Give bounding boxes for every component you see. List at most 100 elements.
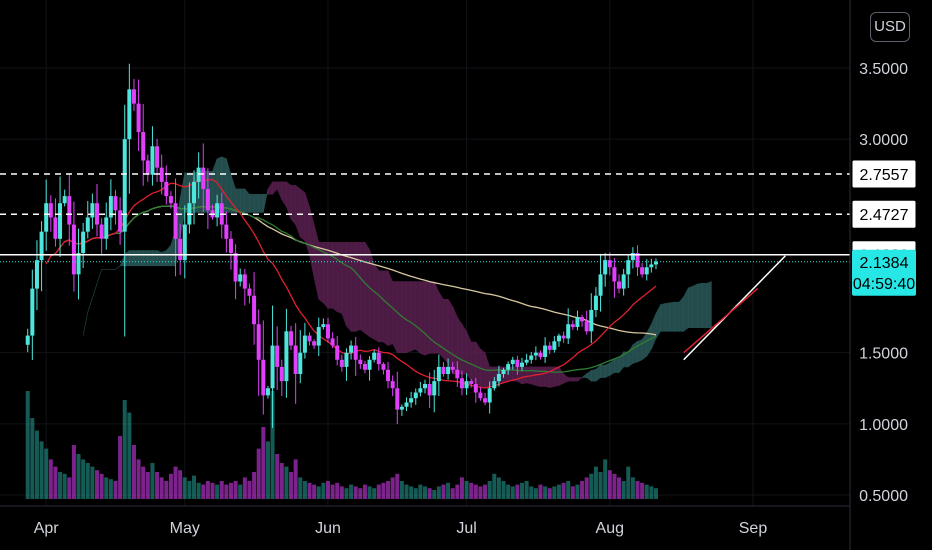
candle-body bbox=[483, 398, 488, 403]
volume-bar bbox=[441, 484, 446, 499]
candle-body bbox=[256, 324, 261, 360]
cloud-segment bbox=[350, 242, 357, 332]
cloud-segment bbox=[129, 250, 135, 267]
cloud-segment bbox=[253, 194, 259, 213]
volume-bar bbox=[556, 484, 561, 499]
cloud-segment bbox=[138, 250, 144, 267]
volume-bar bbox=[496, 477, 501, 499]
cloud-segment bbox=[591, 369, 597, 382]
volume-bar bbox=[538, 484, 543, 499]
volume-bar bbox=[279, 463, 284, 499]
cloud-segment bbox=[290, 185, 296, 226]
candle-body bbox=[178, 238, 183, 261]
volume-bar bbox=[390, 477, 395, 499]
price-tag: 2.4727 bbox=[851, 199, 917, 229]
price-axis-label: 0.5000 bbox=[859, 488, 908, 505]
volume-bar bbox=[150, 463, 155, 499]
candle-body bbox=[164, 181, 169, 197]
candle-body bbox=[155, 146, 160, 168]
candle-countdown-label: 04:59:40 bbox=[853, 276, 915, 293]
cloud-segment bbox=[669, 301, 675, 332]
volume-bar bbox=[617, 477, 622, 499]
price-axis[interactable]: 3.5000 3.0000 1.5000 1.0000 0.5000 bbox=[859, 61, 908, 505]
currency-button[interactable]: USD bbox=[870, 12, 910, 42]
volume-bar bbox=[575, 484, 580, 499]
cloud-segment bbox=[346, 242, 352, 333]
candle-body bbox=[459, 378, 464, 389]
candle-body bbox=[390, 381, 395, 389]
cloud-segment bbox=[424, 281, 430, 356]
candle-body bbox=[58, 203, 63, 239]
volume-bar bbox=[529, 486, 534, 499]
volume-bar bbox=[423, 486, 427, 499]
volume-bar bbox=[104, 477, 109, 499]
volume-bar bbox=[473, 484, 478, 499]
candle-body bbox=[62, 196, 67, 204]
candle-body bbox=[593, 295, 598, 310]
candle-body bbox=[335, 345, 340, 360]
cloud-segment bbox=[701, 282, 708, 329]
cloud-segment bbox=[156, 250, 162, 267]
volume-bar bbox=[122, 400, 127, 499]
cloud-segment bbox=[678, 295, 684, 332]
cloud-segment bbox=[392, 281, 398, 353]
volume-bar bbox=[593, 466, 598, 499]
candle-body bbox=[48, 203, 53, 218]
candle-body bbox=[570, 324, 575, 328]
volume-bar bbox=[228, 482, 233, 499]
candle-body bbox=[44, 203, 49, 232]
candle-body bbox=[496, 374, 501, 382]
volume-bar bbox=[201, 484, 206, 499]
candle-body bbox=[242, 274, 247, 289]
candle-body bbox=[289, 331, 294, 346]
cloud-segment bbox=[554, 366, 560, 387]
candle-body bbox=[607, 260, 612, 268]
time-axis[interactable]: Apr May Jun Jul Aug Sep bbox=[34, 520, 768, 537]
volume-bar bbox=[159, 477, 164, 499]
candle-body bbox=[71, 224, 76, 275]
volume-bar bbox=[607, 470, 612, 499]
candle-body bbox=[533, 352, 538, 356]
candle-body bbox=[644, 267, 649, 275]
cloud-segment bbox=[572, 377, 578, 382]
volume-bar bbox=[446, 482, 451, 499]
cloud-segment bbox=[447, 298, 454, 375]
candle-body bbox=[122, 139, 127, 232]
candle-body bbox=[423, 383, 427, 389]
volume-bar bbox=[302, 481, 307, 499]
cloud-segment bbox=[674, 301, 680, 332]
candle-body bbox=[67, 196, 72, 225]
volume-bar bbox=[339, 486, 344, 499]
candle-body bbox=[552, 341, 557, 350]
cloud-segment bbox=[517, 366, 523, 385]
trend-lines[interactable] bbox=[683, 255, 786, 361]
horizontal-levels[interactable] bbox=[0, 173, 850, 263]
candle-body bbox=[104, 217, 109, 239]
volume-bar bbox=[99, 473, 104, 499]
level-tag-label: 2.7557 bbox=[860, 167, 909, 184]
volume-bar bbox=[543, 486, 548, 499]
volume-bar bbox=[464, 481, 469, 499]
candle-body bbox=[621, 274, 626, 289]
candle-body bbox=[413, 392, 418, 399]
price-axis-label: 1.5000 bbox=[859, 346, 908, 363]
candle-body bbox=[95, 203, 100, 225]
price-axis-label: 3.5000 bbox=[859, 61, 908, 78]
current-price-label: 2.1384 bbox=[860, 255, 909, 272]
volume-bar bbox=[483, 484, 488, 499]
volume-bar bbox=[649, 486, 654, 499]
volume-bar bbox=[256, 448, 261, 499]
cloud-segment bbox=[461, 323, 467, 375]
volume-bar bbox=[67, 477, 72, 499]
volume-bar bbox=[367, 486, 372, 499]
candle-body bbox=[201, 167, 206, 189]
candle-body bbox=[312, 341, 317, 346]
candle-body bbox=[25, 335, 30, 345]
cloud-segment bbox=[544, 366, 551, 388]
volume-bar bbox=[520, 482, 525, 499]
volume-bar bbox=[247, 481, 252, 499]
trend-line-inner[interactable] bbox=[683, 288, 759, 354]
candle-body bbox=[298, 352, 303, 375]
volume-bar bbox=[455, 484, 460, 499]
